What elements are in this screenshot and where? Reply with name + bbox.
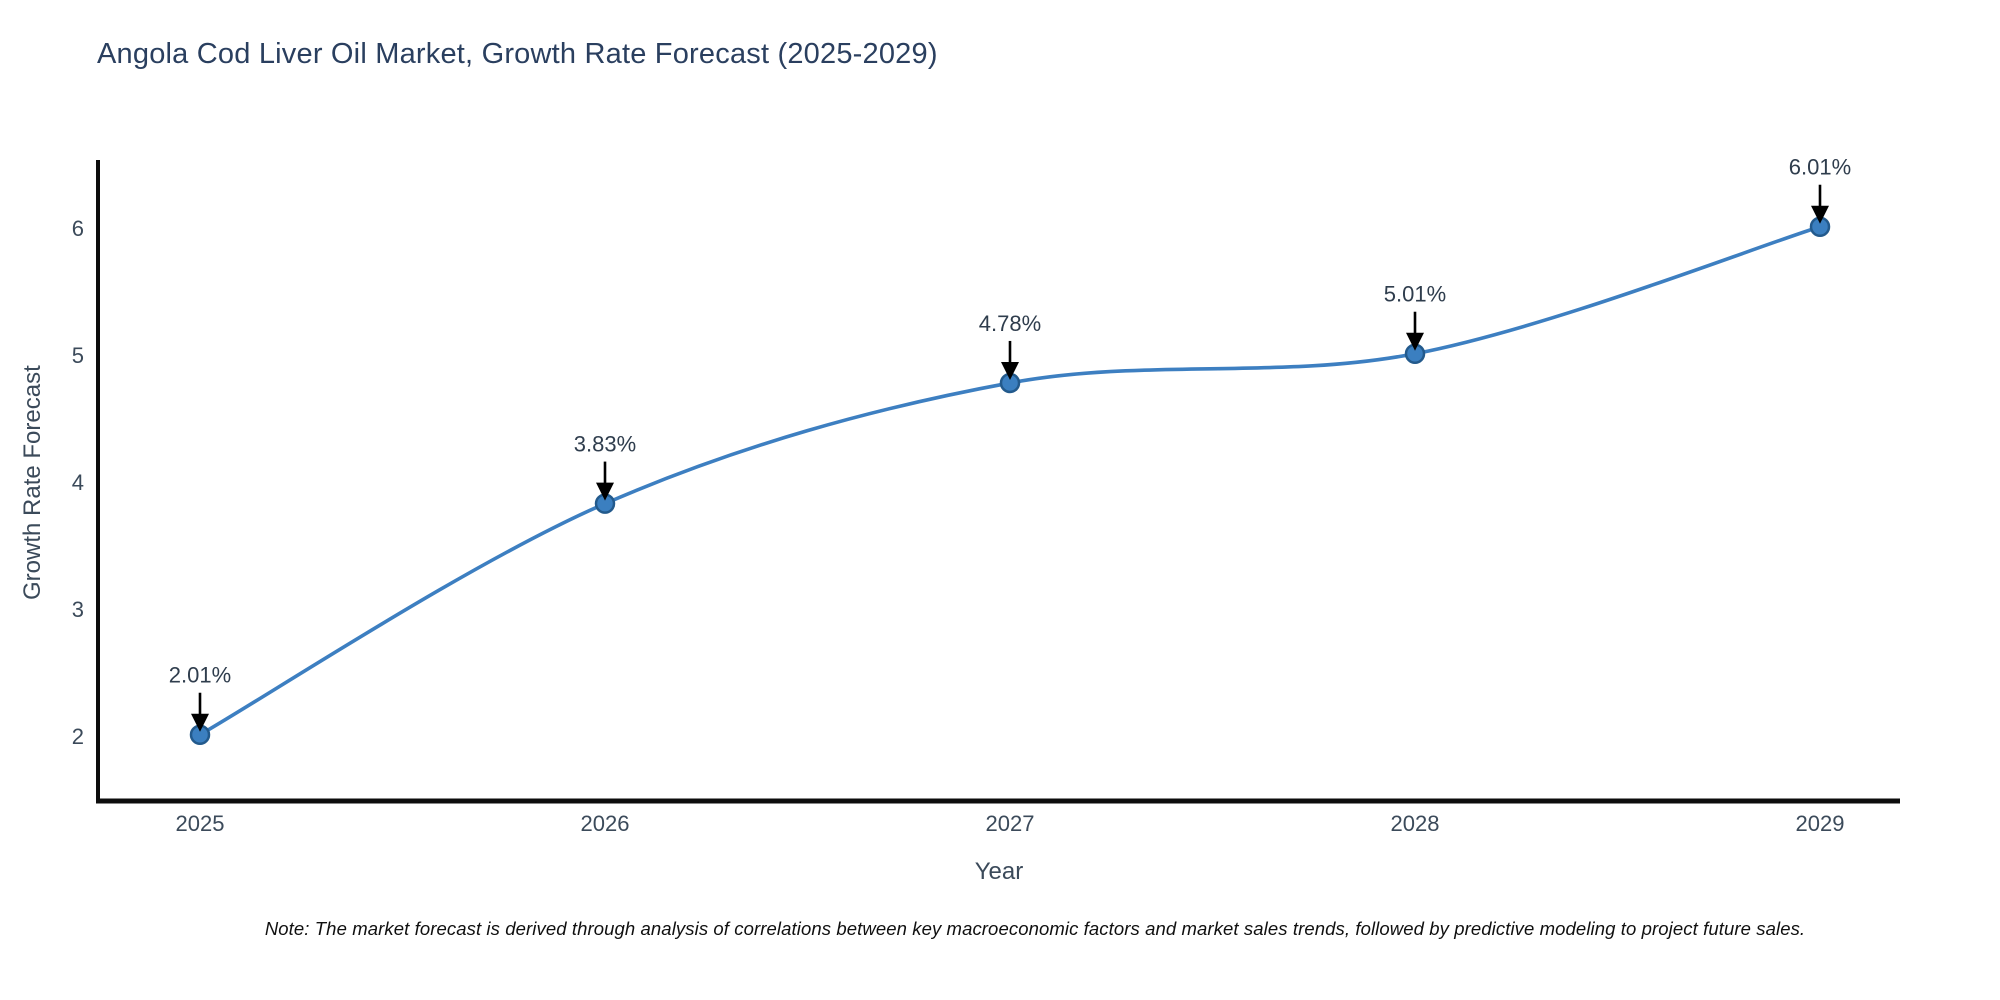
x-axis-tick-label-2026: 2026 bbox=[581, 811, 630, 836]
annotation-label-2025: 2.01% bbox=[169, 663, 231, 688]
annotation-arrow-head-icon bbox=[191, 713, 209, 732]
annotation-arrow-head-icon bbox=[1001, 361, 1019, 380]
x-axis-title: Year bbox=[974, 858, 1024, 885]
annotation-label-2028: 5.01% bbox=[1384, 282, 1446, 307]
y-axis-tick-label-4: 4 bbox=[72, 470, 84, 495]
x-axis-tick-label-2027: 2027 bbox=[986, 811, 1035, 836]
x-axis-tick-label-2029: 2029 bbox=[1796, 811, 1845, 836]
x-axis-tick-label-2025: 2025 bbox=[176, 811, 225, 836]
annotation-arrow-head-icon bbox=[1811, 205, 1829, 224]
annotation-arrow-head-icon bbox=[596, 482, 614, 501]
y-axis-tick-label-5: 5 bbox=[72, 343, 84, 368]
footnote: Note: The market forecast is derived thr… bbox=[264, 918, 1806, 939]
annotation-arrow-head-icon bbox=[1406, 332, 1424, 351]
annotation-label-2027: 4.78% bbox=[979, 311, 1041, 336]
annotation-label-2029: 6.01% bbox=[1789, 155, 1851, 180]
y-axis-tick-label-3: 3 bbox=[72, 597, 84, 622]
annotation-label-2026: 3.83% bbox=[574, 432, 636, 457]
y-axis-tick-label-2: 2 bbox=[72, 724, 84, 749]
chart-title: Angola Cod Liver Oil Market, Growth Rate… bbox=[97, 38, 938, 70]
y-axis-tick-label-6: 6 bbox=[72, 216, 84, 241]
forecast-line bbox=[198, 224, 1822, 737]
x-axis-tick-label-2028: 2028 bbox=[1391, 811, 1440, 836]
